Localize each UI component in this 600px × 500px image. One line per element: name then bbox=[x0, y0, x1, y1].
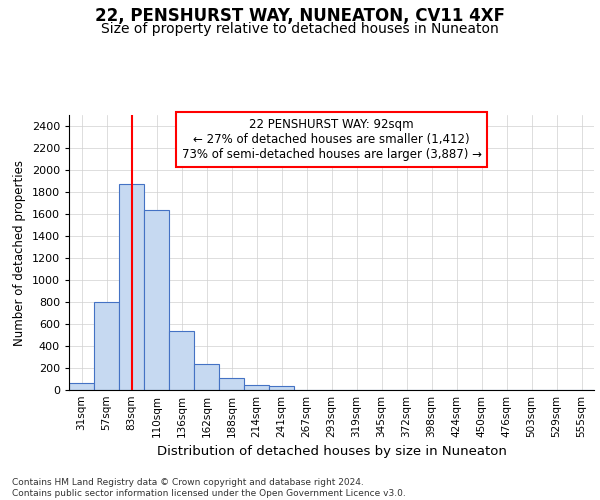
Bar bbox=[94, 302, 119, 390]
Y-axis label: Number of detached properties: Number of detached properties bbox=[13, 160, 26, 346]
Bar bbox=[219, 378, 244, 390]
Bar bbox=[244, 384, 269, 390]
Text: Contains HM Land Registry data © Crown copyright and database right 2024.
Contai: Contains HM Land Registry data © Crown c… bbox=[12, 478, 406, 498]
Bar bbox=[119, 184, 144, 390]
Bar bbox=[169, 331, 194, 390]
X-axis label: Distribution of detached houses by size in Nuneaton: Distribution of detached houses by size … bbox=[157, 446, 506, 458]
Bar bbox=[269, 386, 294, 390]
Bar bbox=[194, 364, 219, 390]
Text: 22, PENSHURST WAY, NUNEATON, CV11 4XF: 22, PENSHURST WAY, NUNEATON, CV11 4XF bbox=[95, 8, 505, 26]
Text: 22 PENSHURST WAY: 92sqm
← 27% of detached houses are smaller (1,412)
73% of semi: 22 PENSHURST WAY: 92sqm ← 27% of detache… bbox=[182, 118, 482, 161]
Bar bbox=[69, 384, 94, 390]
Bar bbox=[144, 210, 169, 390]
Text: Size of property relative to detached houses in Nuneaton: Size of property relative to detached ho… bbox=[101, 22, 499, 36]
